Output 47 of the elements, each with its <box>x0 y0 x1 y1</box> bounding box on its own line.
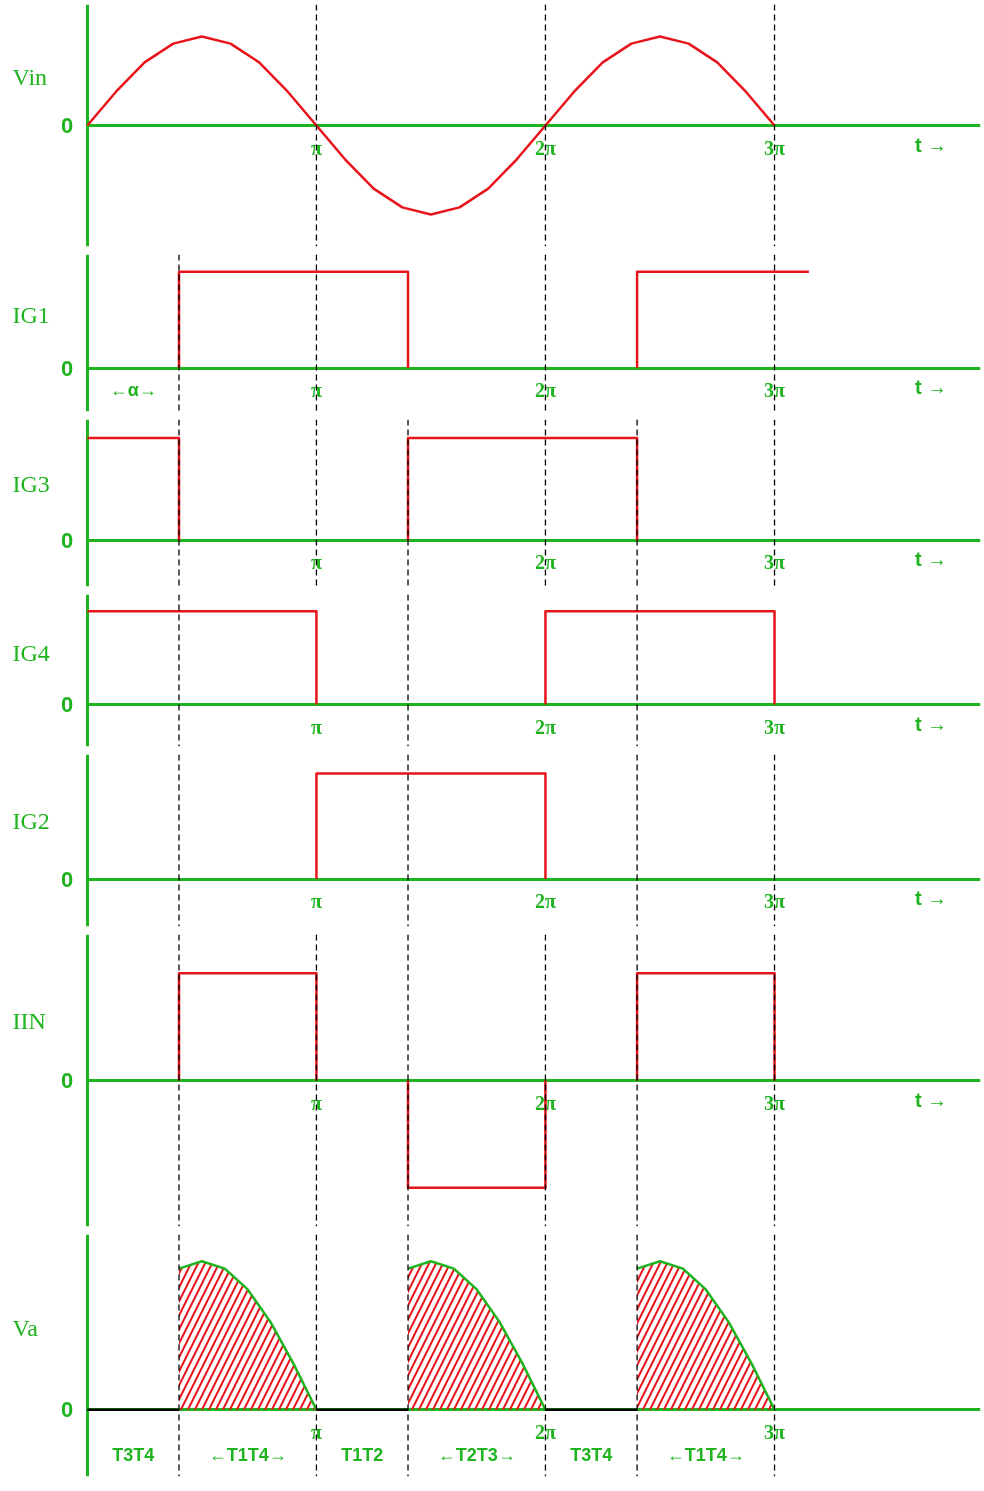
x-axis-title: t → <box>914 133 948 156</box>
text: T1T2 <box>341 1444 384 1465</box>
x-tick-label: 2π <box>534 379 556 402</box>
text: 0 <box>61 1068 74 1093</box>
x-tick-label: π <box>310 890 322 913</box>
x-axis-title: t → <box>914 887 948 910</box>
text: 0 <box>61 1397 74 1423</box>
x-tick-label: 2π <box>534 136 556 159</box>
text: ←T1T4→ <box>666 1444 745 1465</box>
x-axis-title: t → <box>914 1088 948 1111</box>
x-axis-title: t → <box>914 548 948 571</box>
text: ←α→ <box>109 379 157 400</box>
x-axis-title: t → <box>914 376 948 399</box>
x-tick-label: 2π <box>534 1420 556 1443</box>
y-axis-title: IIN <box>12 1008 46 1035</box>
x-tick-label: π <box>310 379 322 402</box>
x-tick-label: 3π <box>764 379 786 402</box>
x-tick-label: 3π <box>764 551 786 574</box>
text: 0 <box>61 866 74 892</box>
text: T3T4 <box>112 1444 155 1465</box>
text: 0 <box>61 527 74 553</box>
text: ←T1T4→ <box>208 1444 287 1465</box>
x-tick-label: π <box>310 1091 322 1114</box>
x-tick-label: 3π <box>764 1091 786 1114</box>
x-tick-label: 2π <box>534 890 556 913</box>
y-axis-title: IG2 <box>12 807 50 834</box>
y-axis-title: Vin <box>12 63 48 90</box>
x-tick-label: 2π <box>534 551 556 574</box>
x-tick-label: 2π <box>534 715 556 738</box>
x-tick-label: 3π <box>764 715 786 738</box>
text: T3T4 <box>570 1444 613 1465</box>
x-tick-label: π <box>310 1420 322 1443</box>
text: ←T2T3→ <box>437 1444 516 1465</box>
y-axis-title: IG4 <box>12 640 50 667</box>
x-axis-title: t → <box>914 712 948 735</box>
x-tick-label: 3π <box>764 890 786 913</box>
y-axis-title: Va <box>12 1315 39 1342</box>
text: 0 <box>61 113 74 138</box>
text: 0 <box>61 692 74 718</box>
x-tick-label: 3π <box>764 1420 786 1443</box>
y-axis-title: IG3 <box>12 471 50 498</box>
text: 0 <box>61 355 74 381</box>
x-tick-label: π <box>310 715 322 738</box>
x-tick-label: π <box>310 551 322 574</box>
x-tick-label: π <box>310 136 322 159</box>
x-tick-label: 3π <box>764 136 786 159</box>
y-axis-title: IG1 <box>12 302 50 329</box>
